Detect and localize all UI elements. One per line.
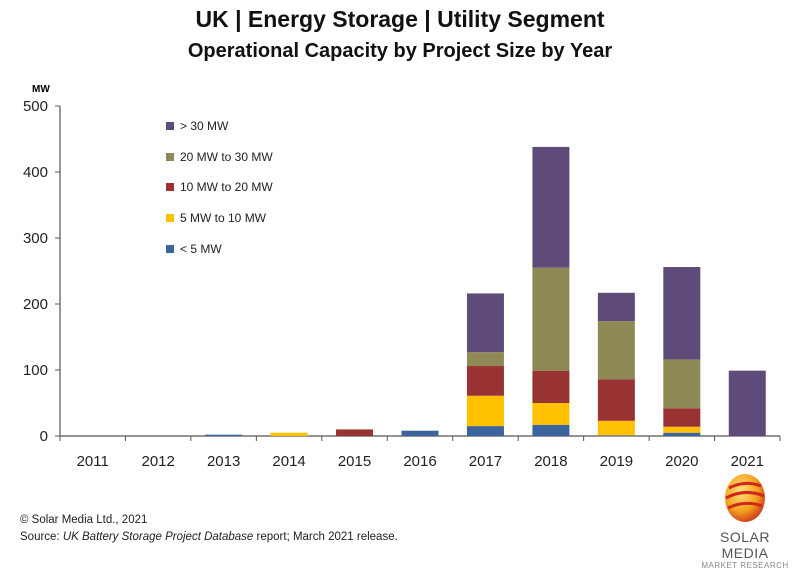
legend-swatch [166, 245, 174, 253]
bar-segment [466, 426, 504, 436]
stacked-bar-chart: MW 0 100 200 300 400 500 2011 2012 2013 2014 2015 20… [23, 84, 781, 470]
bar-segment [728, 370, 766, 436]
bar-segment [532, 424, 570, 436]
y-tick-label: 500 [23, 98, 48, 115]
x-tick-label: 2020 [665, 453, 698, 470]
bar-segment [663, 359, 701, 409]
bar-segment [466, 395, 504, 427]
x-tick-label: 2015 [338, 453, 371, 470]
bar-segment [597, 379, 635, 421]
legend-label: 20 MW to 30 MW [180, 150, 273, 164]
bar-segment [663, 432, 701, 436]
x-tick-label: 2017 [469, 453, 502, 470]
bar-segment [466, 293, 504, 353]
source-note: Source: UK Battery Storage Project Datab… [20, 531, 398, 543]
y-tick-label: 0 [40, 428, 48, 445]
solar-media-logo: SOLAR MEDIA MARKET RESEARCH [700, 472, 790, 570]
bar-segment [663, 408, 701, 427]
bar-segment [466, 352, 504, 367]
bar-segment [270, 432, 308, 436]
bar-segment [663, 267, 701, 360]
bar-segment [532, 267, 570, 371]
legend-swatch [166, 214, 174, 222]
logo-name: SOLAR MEDIA [720, 529, 770, 561]
x-tick-label: 2013 [207, 453, 240, 470]
source-suffix: report; March 2021 release. [253, 531, 398, 543]
x-tick-label: 2019 [600, 453, 633, 470]
legend-label: 5 MW to 10 MW [180, 211, 267, 225]
x-tick-label: 2012 [141, 453, 174, 470]
legend-label: > 30 MW [180, 119, 229, 133]
x-tick-label: 2014 [272, 453, 305, 470]
x-tick-label: 2018 [534, 453, 567, 470]
y-tick-label: 400 [23, 164, 48, 181]
y-tick-label: 300 [23, 230, 48, 247]
legend-label: 10 MW to 20 MW [180, 180, 273, 194]
bar-segment [597, 321, 635, 380]
chart-subtitle: Operational Capacity by Project Size by … [187, 40, 613, 62]
y-axis-label: MW [32, 84, 50, 95]
logo-subtitle: MARKET RESEARCH [701, 561, 789, 570]
bar-segment [597, 420, 635, 436]
bar-segment [597, 292, 635, 322]
x-tick-label: 2016 [403, 453, 436, 470]
legend-swatch [166, 122, 174, 130]
legend-swatch [166, 183, 174, 191]
bar-segment [336, 429, 374, 436]
bar-segment [532, 146, 570, 268]
y-tick-label: 200 [23, 296, 48, 313]
bar-segment [532, 370, 570, 403]
bar-segment [466, 366, 504, 396]
copyright: © Solar Media Ltd., 2021 [20, 514, 148, 526]
bar-segment [532, 403, 570, 425]
bar-segment [401, 430, 439, 436]
x-tick-label: 2011 [77, 453, 109, 470]
source-prefix: Source: [20, 531, 63, 543]
legend-swatch [166, 153, 174, 161]
sphere-logo-icon [725, 474, 765, 522]
x-tick-label: 2021 [731, 453, 764, 470]
bar-segment [597, 435, 635, 436]
legend-label: < 5 MW [180, 242, 222, 256]
source-title: UK Battery Storage Project Database [62, 531, 254, 543]
bar-segment [205, 434, 243, 436]
y-tick-label: 100 [23, 362, 48, 379]
bar-segment [663, 426, 701, 433]
chart-title: UK | Energy Storage | Utility Segment [195, 6, 605, 32]
